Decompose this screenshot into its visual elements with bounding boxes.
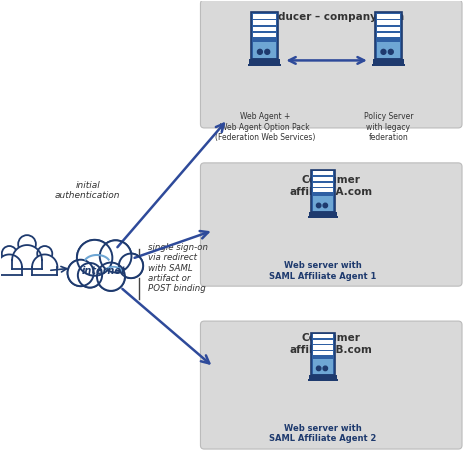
Circle shape (18, 235, 36, 253)
Text: internet: internet (82, 266, 126, 276)
Circle shape (119, 254, 143, 278)
Circle shape (317, 366, 321, 370)
Circle shape (317, 203, 321, 208)
Circle shape (78, 241, 112, 275)
Circle shape (37, 246, 52, 261)
Circle shape (68, 260, 94, 286)
Bar (377, 42, 400, 57)
FancyBboxPatch shape (251, 12, 278, 59)
Circle shape (388, 49, 393, 54)
Circle shape (100, 240, 131, 273)
Text: initial
authentication: initial authentication (55, 180, 121, 200)
Text: Web Agent +
Web Agent Option Pack
(Federation Web Services): Web Agent + Web Agent Option Pack (Feder… (215, 113, 315, 142)
Bar (313, 182, 333, 187)
Circle shape (265, 49, 270, 54)
Circle shape (323, 203, 327, 208)
Circle shape (79, 264, 101, 286)
Bar (308, 379, 338, 381)
FancyBboxPatch shape (375, 12, 402, 59)
FancyBboxPatch shape (311, 332, 335, 375)
Text: Policy Server
with legacy
federation: Policy Server with legacy federation (363, 113, 413, 142)
Bar (313, 188, 333, 192)
Bar (253, 20, 276, 25)
Circle shape (77, 240, 113, 276)
Bar (313, 334, 333, 338)
Circle shape (120, 255, 142, 277)
Text: Producer – company.com: Producer – company.com (258, 12, 404, 22)
Bar (253, 14, 276, 19)
Bar (377, 20, 400, 25)
Bar (377, 27, 400, 31)
Text: Web server with
SAML Affiliate Agent 2: Web server with SAML Affiliate Agent 2 (269, 424, 377, 444)
Bar (313, 359, 333, 373)
Circle shape (98, 264, 124, 290)
Text: Web server with
SAML Affiliate Agent 1: Web server with SAML Affiliate Agent 1 (269, 261, 377, 281)
Circle shape (2, 246, 17, 261)
Circle shape (257, 49, 262, 54)
Bar (313, 177, 333, 181)
Bar (250, 59, 280, 64)
Text: single sign-on
via redirect
with SAML
artifact or
POST binding: single sign-on via redirect with SAML ar… (148, 243, 208, 294)
Circle shape (323, 366, 327, 370)
Circle shape (68, 261, 93, 285)
FancyBboxPatch shape (311, 170, 335, 212)
Bar (313, 345, 333, 350)
Bar (308, 216, 338, 218)
Circle shape (78, 263, 102, 287)
Bar (377, 14, 400, 19)
Circle shape (97, 263, 125, 291)
Bar (253, 33, 276, 38)
Bar (309, 212, 337, 217)
Bar (253, 42, 276, 57)
Bar (313, 351, 333, 355)
FancyBboxPatch shape (200, 163, 462, 286)
Bar (377, 33, 400, 38)
Circle shape (381, 49, 386, 54)
Bar (249, 64, 281, 66)
Bar (372, 64, 405, 66)
Bar (253, 27, 276, 31)
FancyBboxPatch shape (200, 321, 462, 449)
Bar (373, 59, 404, 64)
Text: Consumer
affiliateA.com: Consumer affiliateA.com (290, 175, 373, 197)
Bar (313, 340, 333, 344)
Circle shape (101, 241, 130, 272)
Bar (313, 171, 333, 175)
Bar (309, 375, 337, 380)
Text: Consumer
affiliateB.com: Consumer affiliateB.com (290, 333, 373, 355)
Bar (313, 196, 333, 210)
FancyBboxPatch shape (200, 0, 462, 128)
